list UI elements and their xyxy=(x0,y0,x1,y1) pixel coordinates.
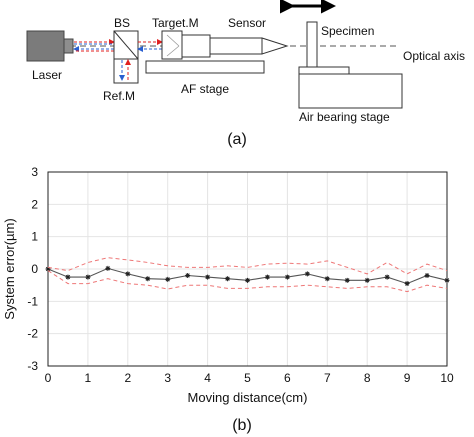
target-mirror-diagonal-b xyxy=(166,45,180,57)
x-tick-label: 10 xyxy=(440,371,454,385)
y-tick-label: -1 xyxy=(27,294,38,308)
data-point xyxy=(225,276,231,282)
data-point xyxy=(165,276,171,282)
label-target-mirror: Target.M xyxy=(152,16,199,30)
caption-b: (b) xyxy=(232,417,252,434)
label-af-stage: AF stage xyxy=(181,82,229,96)
data-point xyxy=(404,281,410,287)
reference-mirror xyxy=(113,58,139,84)
label-optical-axis: Optical axis xyxy=(403,49,465,63)
data-point xyxy=(205,274,211,280)
x-tick-label: 4 xyxy=(204,371,211,385)
data-point xyxy=(424,272,430,278)
air-bearing-stage xyxy=(298,73,403,109)
y-tick-label: 1 xyxy=(31,230,38,244)
af-stage xyxy=(145,60,265,74)
y-tick-label: 3 xyxy=(31,165,38,179)
target-mirror xyxy=(161,30,183,60)
x-tick-label: 5 xyxy=(244,371,251,385)
x-tick-label: 7 xyxy=(324,371,331,385)
beam-splitter-diagonal xyxy=(113,30,139,60)
caption-a: (a) xyxy=(227,131,247,148)
x-tick-label: 3 xyxy=(164,371,171,385)
label-specimen: Specimen xyxy=(321,24,374,38)
x-tick-label: 2 xyxy=(124,371,131,385)
laser-body xyxy=(26,30,65,62)
data-point xyxy=(324,276,330,282)
data-point xyxy=(125,271,131,277)
label-air-bearing-stage: Air bearing stage xyxy=(299,110,390,124)
sensor-barrel xyxy=(209,37,263,55)
data-point xyxy=(304,271,310,277)
x-tick-label: 1 xyxy=(85,371,92,385)
y-tick-label: -3 xyxy=(27,359,38,373)
target-mirror-diagonal-a xyxy=(166,34,180,47)
x-axis-label: Moving distance(cm) xyxy=(188,390,308,405)
series-line-lower-bound xyxy=(47,270,448,293)
data-point xyxy=(444,277,450,283)
optical-setup-diagram: Laser BS Target.M Sensor Specimen Ref.M … xyxy=(26,0,465,148)
specimen xyxy=(306,21,318,68)
specimen-holder xyxy=(298,66,350,75)
x-tick-label: 9 xyxy=(404,371,411,385)
data-point xyxy=(384,274,390,280)
x-tick-label: 8 xyxy=(364,371,371,385)
data-point xyxy=(364,277,370,283)
sensor-tip xyxy=(261,37,289,55)
y-tick-label: -2 xyxy=(27,327,38,341)
data-point xyxy=(245,277,250,283)
data-point xyxy=(185,272,191,278)
y-axis-label: System error(µm) xyxy=(2,218,17,319)
y-tick-labels: 3 2 1 0 -1 -2 -3 xyxy=(27,165,38,373)
data-point xyxy=(344,277,350,283)
label-bs: BS xyxy=(114,16,130,30)
data-point xyxy=(45,266,51,272)
data-point xyxy=(264,274,270,280)
y-tick-label: 2 xyxy=(31,197,38,211)
y-tick-label: 0 xyxy=(31,262,38,276)
x-tick-label: 0 xyxy=(45,371,52,385)
data-point xyxy=(85,274,91,280)
label-sensor: Sensor xyxy=(228,16,266,30)
data-point xyxy=(145,276,151,282)
x-tick-labels: 0 1 2 3 4 5 6 7 8 9 10 xyxy=(45,371,454,385)
chart-series xyxy=(45,257,450,293)
data-point xyxy=(105,265,111,271)
data-point xyxy=(284,274,290,280)
sensor-body xyxy=(181,34,211,58)
laser-aperture xyxy=(63,38,74,54)
x-tick-label: 6 xyxy=(284,371,291,385)
label-laser: Laser xyxy=(32,68,62,82)
data-point xyxy=(65,274,71,280)
label-reference-mirror: Ref.M xyxy=(103,89,135,103)
